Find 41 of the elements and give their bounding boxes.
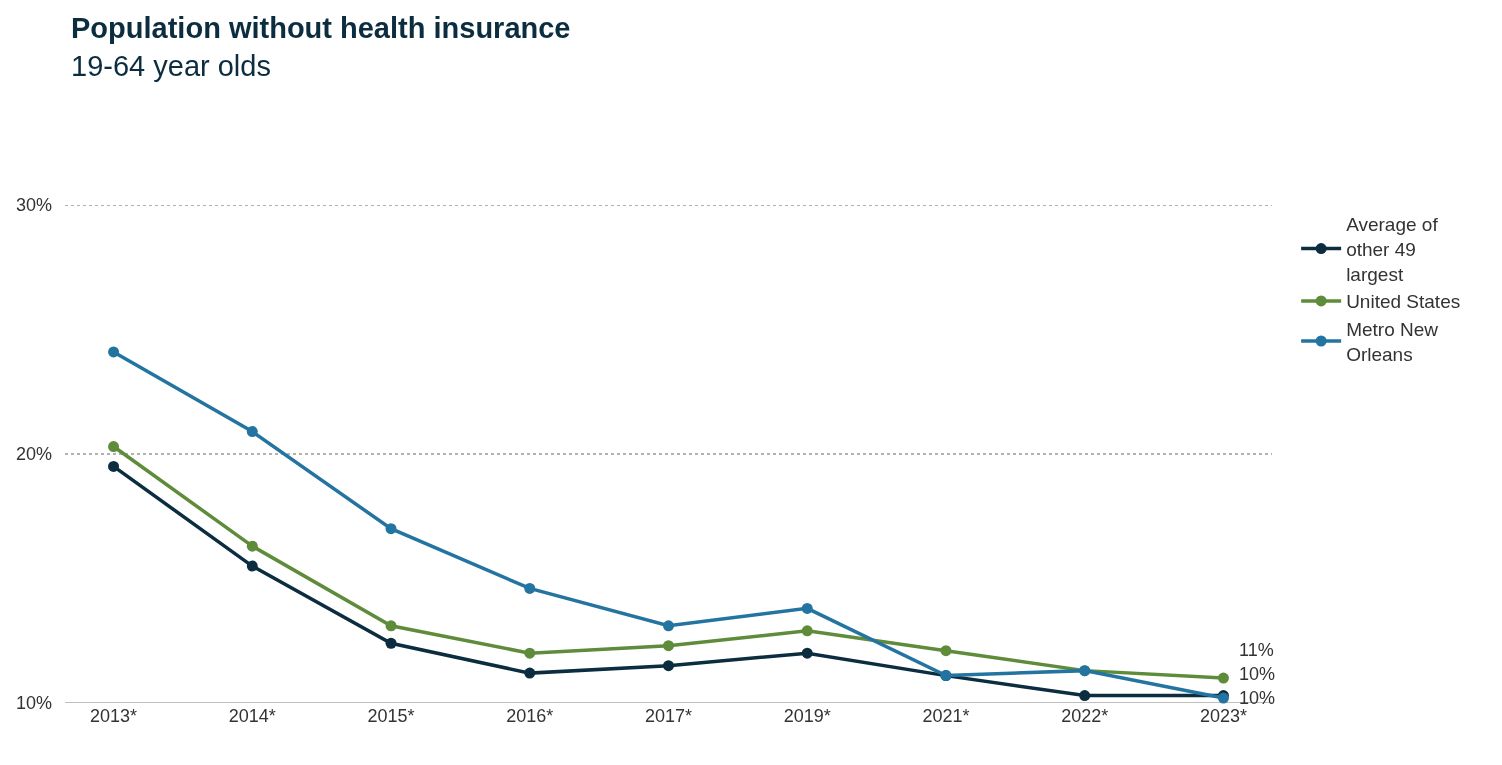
annotation: 11%: [1239, 640, 1274, 660]
legend-label: Metro New Orleans: [1346, 319, 1439, 365]
point: [801, 602, 813, 614]
point: [385, 620, 397, 632]
point: [663, 640, 674, 652]
y-tick-label: 10%: [15, 693, 52, 714]
x-tick-label: 2016*: [506, 706, 554, 726]
point: [385, 523, 397, 535]
point: [524, 667, 536, 679]
chart-title: Population without health insurance: [71, 12, 571, 45]
x-tick-label: 2019*: [783, 706, 831, 726]
x-tick-label: 2023*: [1199, 706, 1247, 726]
point: [1079, 690, 1091, 702]
x-tick-label: 2014*: [228, 706, 276, 726]
point: [663, 660, 674, 672]
y-tick-label: 20%: [15, 444, 52, 465]
chart-subtitle: 19-64 year olds: [71, 49, 271, 82]
annotation: 10%: [1239, 664, 1276, 684]
legend-label: United States: [1346, 291, 1461, 313]
x-tick-label: 2013*: [90, 706, 138, 726]
x-tick-label: 2021*: [922, 706, 970, 726]
x-tick-label: 2017*: [644, 706, 693, 726]
point: [246, 426, 258, 438]
point: [246, 560, 258, 572]
point: [385, 637, 397, 649]
point: [663, 620, 674, 632]
point: [940, 645, 952, 657]
point: [524, 647, 536, 659]
legend-label: Average of other 49 largest: [1346, 214, 1439, 285]
point: [524, 582, 536, 594]
point: [108, 441, 120, 453]
point: [108, 346, 120, 358]
point: [1217, 672, 1229, 684]
annotation: 10%: [1239, 688, 1276, 708]
y-tick-label: 30%: [15, 195, 52, 216]
point: [801, 625, 813, 637]
point: [801, 647, 813, 659]
x-tick-label: 2022*: [1061, 706, 1109, 726]
point: [108, 460, 120, 472]
x-tick-label: 2015*: [367, 706, 415, 726]
point: [246, 540, 258, 552]
